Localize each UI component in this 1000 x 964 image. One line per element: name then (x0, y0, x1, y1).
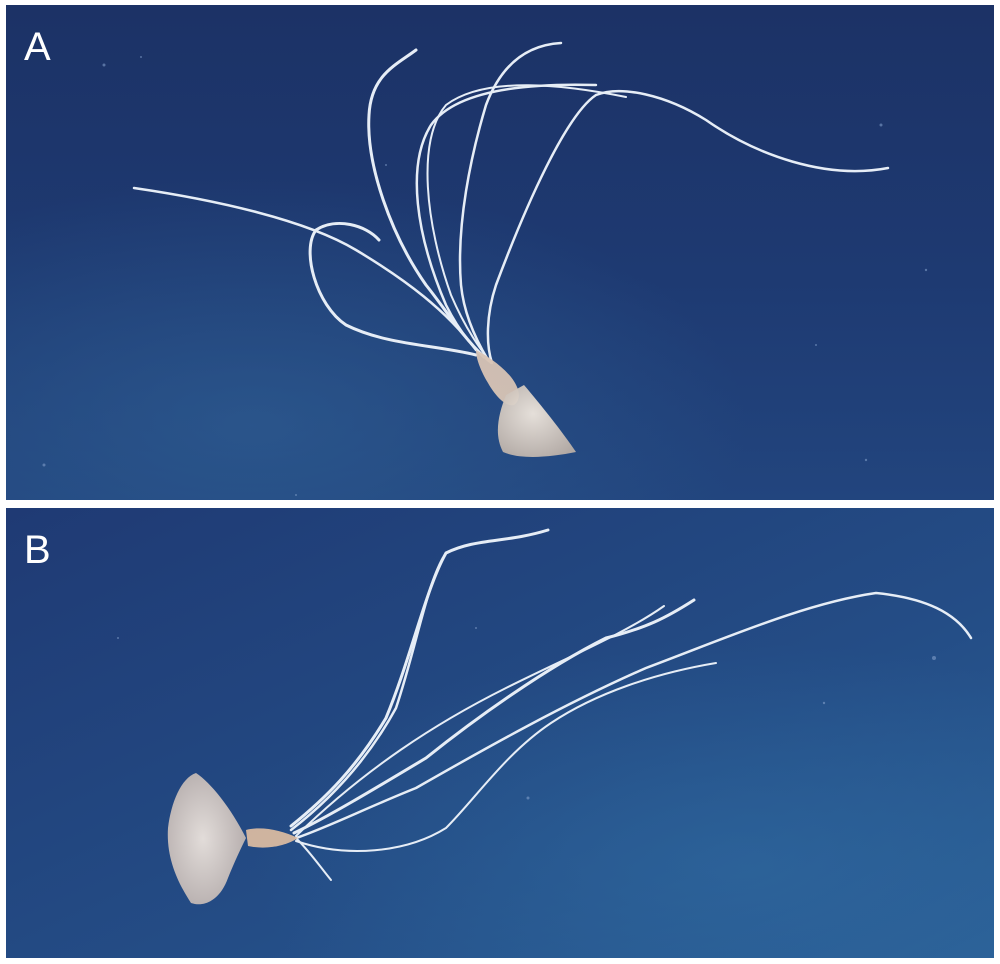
squid-a-body (476, 350, 576, 457)
squid-photo-a (6, 5, 994, 500)
squid-photo-b (6, 508, 994, 958)
squid-a-arms (132, 41, 890, 365)
photo-panel-b: B (6, 508, 994, 958)
squid-b-body (167, 773, 298, 905)
squid-b-arms (289, 528, 973, 881)
marine-snow-particles (42, 56, 928, 496)
panel-label-a: A (24, 25, 51, 69)
photo-panel-a: A (6, 5, 994, 500)
marine-snow-particles (117, 627, 936, 800)
panel-label-b: B (24, 528, 51, 572)
water-glow (6, 508, 994, 958)
